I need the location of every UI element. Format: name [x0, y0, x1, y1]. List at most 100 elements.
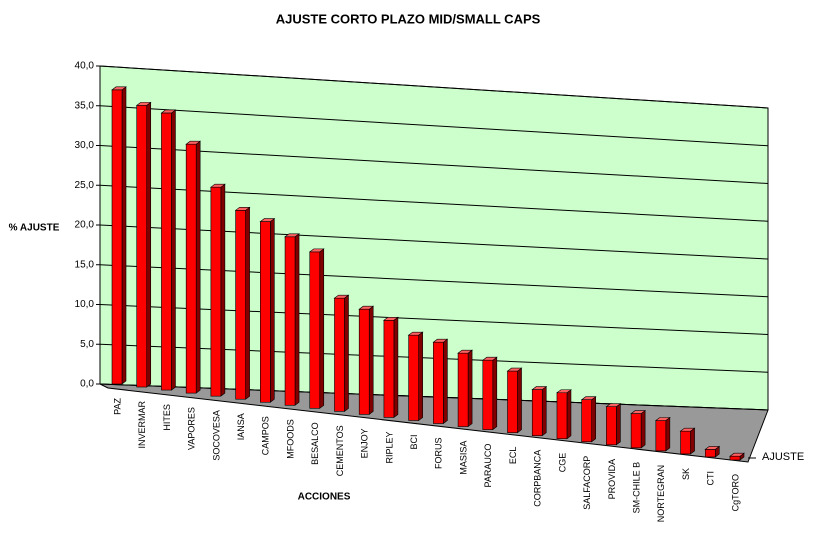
- bar-top: [185, 140, 202, 145]
- bar-top: [111, 86, 127, 91]
- bar: [383, 319, 395, 418]
- x-tick-label: CTI: [706, 471, 716, 486]
- bar-top: [679, 427, 696, 432]
- bar: [704, 449, 716, 458]
- x-tick-label: VAPORES: [187, 407, 197, 450]
- y-tick-label: 40,0: [75, 61, 95, 72]
- bar-top: [358, 305, 375, 310]
- y-tick-label: 0,0: [80, 379, 94, 390]
- bar-side: [344, 294, 349, 412]
- x-tick-label: HITES: [162, 404, 172, 431]
- bar-side: [640, 409, 646, 449]
- bar-top: [160, 109, 177, 114]
- bar: [457, 352, 469, 427]
- y-tick-label: 30,0: [75, 140, 95, 151]
- bar: [260, 221, 271, 403]
- x-tick-label: SM-CHILE B: [631, 462, 641, 514]
- bar-top: [284, 233, 300, 238]
- bar-top: [407, 331, 424, 336]
- bar-side: [517, 367, 522, 434]
- bar-top: [729, 452, 745, 457]
- series-label: AJUSTE: [762, 451, 804, 463]
- bar: [531, 389, 543, 436]
- bar: [284, 236, 296, 406]
- bar-top: [135, 102, 152, 106]
- x-tick-label: PARAUCO: [483, 444, 493, 488]
- bar-side: [591, 396, 596, 443]
- bar-side: [443, 338, 448, 425]
- grid-line: [99, 145, 769, 184]
- y-tick-label: 10,0: [75, 299, 95, 310]
- bar: [408, 334, 419, 421]
- bar-side: [418, 331, 423, 422]
- bar-top: [259, 218, 276, 222]
- x-tick-label: MASISA: [458, 441, 468, 475]
- x-axis-label: ACCIONES: [298, 492, 351, 503]
- bar: [680, 430, 691, 455]
- x-tick-label: ECL: [508, 447, 518, 465]
- bar-top: [457, 349, 473, 354]
- y-tick-label: 5,0: [80, 339, 94, 350]
- x-tick-label: CAMPOS: [261, 416, 271, 455]
- x-tick-label: SALFACORP: [582, 456, 592, 510]
- bar-top: [630, 410, 647, 414]
- bar-top: [506, 367, 523, 372]
- grid-line: [99, 105, 769, 147]
- bar: [482, 359, 494, 430]
- bar-top: [481, 356, 498, 361]
- x-tick-label: BESALCO: [310, 422, 320, 465]
- bar-top: [605, 403, 622, 407]
- bar-side: [171, 109, 176, 391]
- bar-side: [245, 206, 250, 400]
- x-tick-label: CgTORO: [730, 474, 740, 511]
- bar: [581, 399, 592, 443]
- bar-top: [234, 207, 251, 211]
- bar-side: [195, 140, 201, 394]
- bar: [334, 297, 345, 412]
- bar: [556, 392, 568, 440]
- bar-side: [616, 403, 621, 446]
- bar-top: [308, 248, 325, 253]
- x-tick-label: CEMENTOS: [335, 425, 345, 476]
- bar-side: [220, 183, 226, 397]
- y-tick-label: 15,0: [75, 259, 95, 270]
- bar: [185, 143, 197, 394]
- bar: [136, 105, 148, 388]
- bar-side: [665, 416, 671, 452]
- bar: [309, 251, 321, 409]
- bar: [507, 370, 518, 433]
- bar-side: [566, 389, 572, 440]
- bar: [161, 112, 172, 391]
- x-tick-label: CORPBANCA: [533, 450, 543, 507]
- bar-top: [432, 338, 449, 343]
- y-tick-label: 20,0: [75, 220, 95, 231]
- bar: [729, 455, 741, 461]
- x-tick-label: SOCOVESA: [211, 410, 221, 461]
- bar-top: [209, 183, 226, 188]
- bar-side: [541, 386, 547, 437]
- x-tick-label: PAZ: [112, 398, 122, 415]
- bar: [630, 413, 642, 449]
- x-tick-label: NORTEGRAN: [656, 465, 666, 522]
- y-tick-label: 25,0: [75, 180, 95, 191]
- grid-line: [99, 65, 769, 109]
- x-tick-label: ENJOY: [360, 428, 370, 458]
- bar: [358, 308, 370, 415]
- bar-side: [121, 86, 127, 385]
- chart-title: AJUSTE CORTO PLAZO MID/SMALL CAPS: [276, 11, 541, 26]
- bar: [655, 420, 667, 452]
- bar-side: [690, 427, 695, 455]
- bar-top: [654, 417, 671, 421]
- x-tick-label: SK: [681, 468, 691, 480]
- bar-side: [492, 356, 498, 431]
- bar-top: [704, 446, 721, 450]
- bar: [606, 406, 617, 446]
- bar-side: [270, 217, 275, 403]
- x-tick-label: MFOODS: [285, 419, 295, 459]
- x-tick-label: BCI: [409, 434, 419, 449]
- bar: [235, 210, 246, 400]
- bar-top: [580, 396, 597, 401]
- bar-side: [368, 305, 374, 415]
- x-tick-label: PROVIDA: [607, 459, 617, 500]
